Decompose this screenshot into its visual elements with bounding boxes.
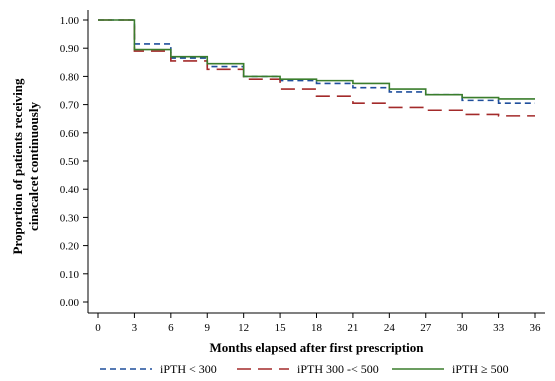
series-lines: [98, 19, 535, 117]
x-tick-label: 24: [384, 322, 396, 334]
x-tick-label: 21: [347, 322, 358, 334]
x-tick-label: 18: [311, 322, 323, 334]
axes: [87, 10, 545, 314]
x-tick-label: 30: [457, 322, 469, 334]
series-line-2: [98, 19, 535, 117]
y-tick-label: 0.70: [60, 100, 80, 112]
y-tick-label: 1.00: [60, 15, 80, 27]
legend-label-1: iPTH < 300: [160, 362, 217, 376]
y-tick-label: 0.80: [60, 71, 80, 83]
y-tick-label: 0.30: [60, 212, 80, 224]
y-tick-label: 0.40: [60, 184, 80, 196]
series-line-1: [98, 19, 535, 104]
y-axis-ticks: 0.00 0.10 0.20 0.30 0.40 0.50 0.60 0.70 0.80 0.90…: [60, 15, 88, 309]
y-tick-label: 0.90: [60, 43, 80, 55]
series-line-3: [98, 19, 535, 100]
y-tick-label: 0.10: [60, 269, 80, 281]
x-tick-label: 15: [275, 322, 287, 334]
y-tick-label: 0.20: [60, 241, 80, 253]
y-axis-title-line-2: cinacalcet continuously: [26, 102, 41, 231]
x-tick-label: 0: [95, 322, 101, 334]
x-tick-label: 27: [420, 322, 432, 334]
x-tick-label: 33: [493, 322, 505, 334]
y-axis-title-line-1: Proportion of patients receiving: [10, 78, 25, 255]
legend-label-2: iPTH 300 -< 500: [297, 362, 379, 376]
y-tick-label: 0.60: [60, 128, 80, 140]
x-tick-label: 12: [238, 322, 249, 334]
y-tick-label: 0.00: [60, 297, 80, 309]
x-axis-ticks: 0 3 6 9 12 15 18 21 24 27 30 33 36: [95, 313, 541, 334]
x-tick-label: 36: [530, 322, 542, 334]
legend: iPTH < 300 iPTH 300 -< 500 iPTH ≥ 500: [100, 362, 509, 376]
legend-label-3: iPTH ≥ 500: [452, 362, 509, 376]
x-axis-title: Months elapsed after first prescription: [210, 340, 425, 355]
y-tick-label: 0.50: [60, 156, 80, 168]
x-tick-label: 6: [168, 322, 174, 334]
x-tick-label: 9: [205, 322, 211, 334]
x-tick-label: 3: [132, 322, 138, 334]
